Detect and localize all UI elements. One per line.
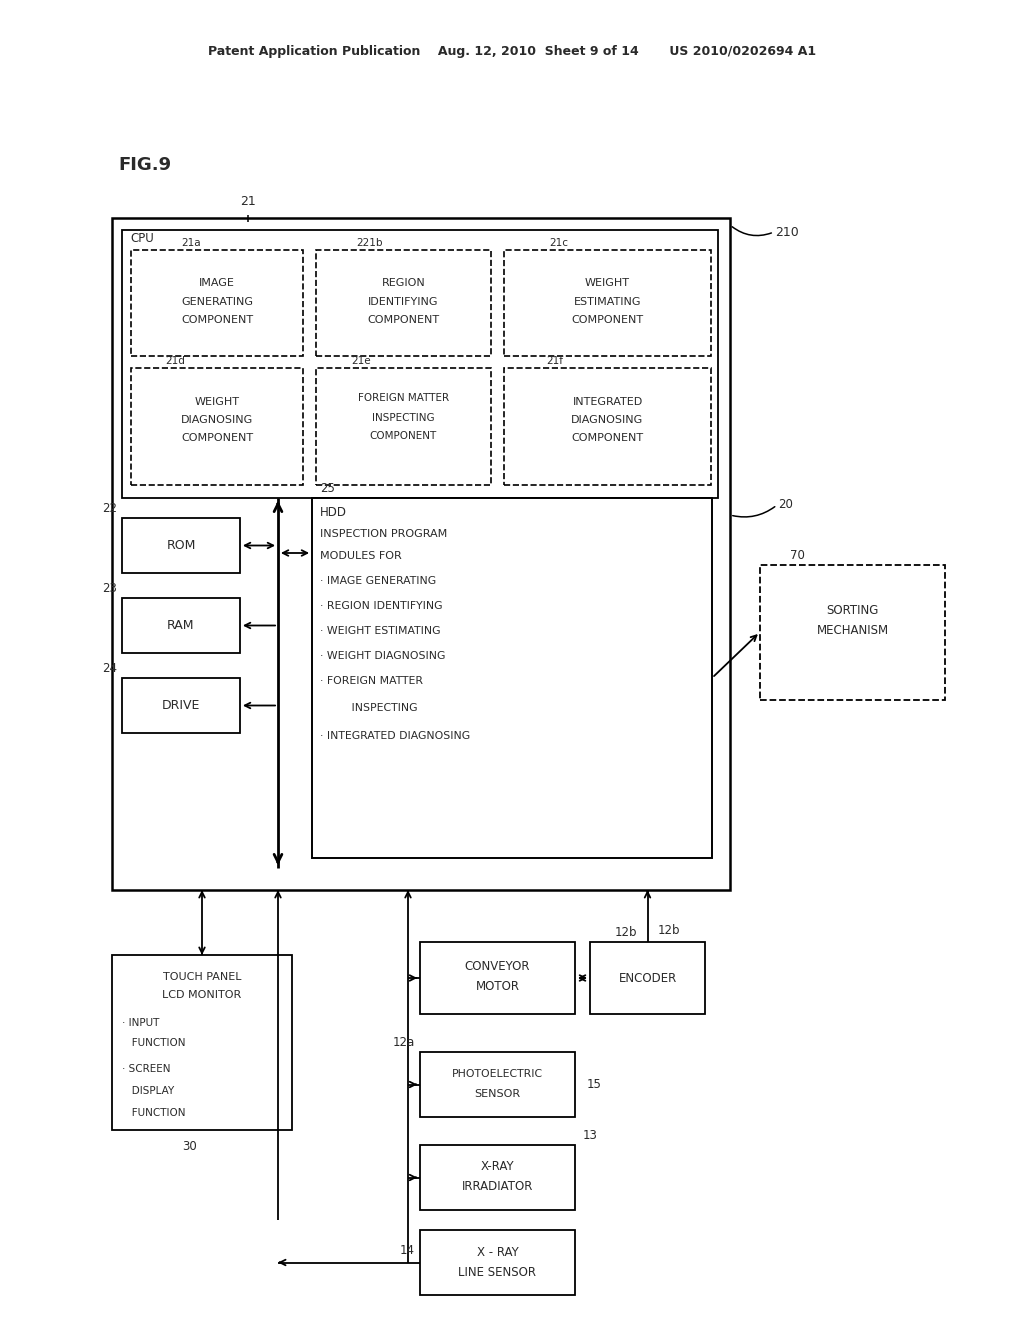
Text: GENERATING: GENERATING — [181, 297, 253, 308]
Bar — [122, 517, 240, 573]
Text: 21: 21 — [240, 195, 256, 209]
Text: 21d: 21d — [165, 356, 185, 366]
Text: COMPONENT: COMPONENT — [571, 315, 643, 325]
Text: WEIGHT: WEIGHT — [195, 397, 240, 407]
Text: · IMAGE GENERATING: · IMAGE GENERATING — [319, 576, 436, 586]
Text: HDD: HDD — [319, 506, 347, 519]
Text: 21e: 21e — [351, 356, 371, 366]
Text: COMPONENT: COMPONENT — [181, 315, 253, 325]
Text: FUNCTION: FUNCTION — [122, 1107, 185, 1118]
Text: REGION: REGION — [382, 279, 425, 288]
Text: · INPUT: · INPUT — [122, 1018, 160, 1028]
Text: INSPECTING: INSPECTING — [319, 704, 418, 713]
Text: IMAGE: IMAGE — [199, 279, 234, 288]
Bar — [122, 230, 718, 498]
Text: 22: 22 — [102, 502, 117, 515]
Text: DRIVE: DRIVE — [162, 700, 200, 711]
Text: PHOTOELECTRIC: PHOTOELECTRIC — [452, 1069, 543, 1078]
Text: · FOREIGN MATTER: · FOREIGN MATTER — [319, 676, 423, 686]
Text: 25: 25 — [319, 482, 335, 495]
Text: LCD MONITOR: LCD MONITOR — [163, 990, 242, 1001]
Text: · WEIGHT ESTIMATING: · WEIGHT ESTIMATING — [319, 626, 440, 636]
Text: WEIGHT: WEIGHT — [585, 279, 630, 288]
Text: 12b: 12b — [657, 924, 680, 937]
Text: 15: 15 — [587, 1078, 602, 1092]
Text: LINE SENSOR: LINE SENSOR — [459, 1266, 537, 1279]
Text: TOUCH PANEL: TOUCH PANEL — [163, 972, 242, 982]
Text: 23: 23 — [102, 582, 117, 595]
Text: DISPLAY: DISPLAY — [122, 1086, 174, 1096]
Text: IDENTIFYING: IDENTIFYING — [369, 297, 438, 308]
Bar — [504, 249, 711, 356]
Text: MODULES FOR: MODULES FOR — [319, 550, 401, 561]
Bar — [316, 249, 490, 356]
Text: Patent Application Publication    Aug. 12, 2010  Sheet 9 of 14       US 2010/020: Patent Application Publication Aug. 12, … — [208, 45, 816, 58]
Text: 20: 20 — [778, 499, 793, 511]
Text: 221b: 221b — [356, 238, 383, 248]
Bar — [420, 1230, 575, 1295]
Text: · SCREEN: · SCREEN — [122, 1064, 171, 1074]
Text: FIG.9: FIG.9 — [118, 156, 171, 174]
Text: 14: 14 — [400, 1243, 415, 1257]
Text: 30: 30 — [182, 1140, 197, 1152]
Text: · WEIGHT DIAGNOSING: · WEIGHT DIAGNOSING — [319, 651, 445, 661]
Text: ENCODER: ENCODER — [618, 972, 677, 985]
Bar — [760, 565, 945, 700]
Text: DIAGNOSING: DIAGNOSING — [181, 414, 253, 425]
Text: 70: 70 — [790, 549, 805, 562]
Bar — [122, 598, 240, 653]
Bar — [312, 498, 712, 858]
Text: ROM: ROM — [166, 539, 196, 552]
Text: INTEGRATED: INTEGRATED — [572, 397, 643, 407]
Text: RAM: RAM — [167, 619, 195, 632]
Text: 13: 13 — [583, 1129, 598, 1142]
Text: DIAGNOSING: DIAGNOSING — [571, 414, 644, 425]
Text: 21c: 21c — [549, 238, 568, 248]
Text: CPU: CPU — [130, 231, 154, 244]
Bar — [131, 249, 303, 356]
Text: CONVEYOR: CONVEYOR — [465, 961, 530, 974]
Bar — [420, 942, 575, 1014]
Text: INSPECTION PROGRAM: INSPECTION PROGRAM — [319, 529, 447, 539]
Text: FUNCTION: FUNCTION — [122, 1038, 185, 1048]
Text: 24: 24 — [102, 663, 117, 675]
Text: 12b: 12b — [615, 927, 638, 939]
Text: ESTIMATING: ESTIMATING — [573, 297, 641, 308]
Text: COMPONENT: COMPONENT — [370, 432, 437, 441]
Text: X-RAY: X-RAY — [480, 1160, 514, 1173]
Text: FOREIGN MATTER: FOREIGN MATTER — [358, 393, 450, 403]
Text: COMPONENT: COMPONENT — [181, 433, 253, 444]
Text: INSPECTING: INSPECTING — [372, 413, 435, 422]
Text: · INTEGRATED DIAGNOSING: · INTEGRATED DIAGNOSING — [319, 731, 470, 741]
Text: COMPONENT: COMPONENT — [368, 315, 439, 325]
Text: X - RAY: X - RAY — [476, 1246, 518, 1258]
Text: 21f: 21f — [546, 356, 563, 366]
Text: SENSOR: SENSOR — [474, 1089, 520, 1100]
Text: · REGION IDENTIFYING: · REGION IDENTIFYING — [319, 601, 442, 611]
Bar — [316, 368, 490, 484]
Bar — [590, 942, 705, 1014]
Text: 210: 210 — [775, 226, 799, 239]
Bar — [112, 954, 292, 1130]
Text: COMPONENT: COMPONENT — [571, 433, 643, 444]
Text: 21a: 21a — [181, 238, 201, 248]
Text: SORTING: SORTING — [826, 603, 879, 616]
Bar — [112, 218, 730, 890]
Bar — [504, 368, 711, 484]
Bar — [420, 1052, 575, 1117]
Bar — [122, 678, 240, 733]
Text: 12a: 12a — [393, 1036, 415, 1049]
Text: MECHANISM: MECHANISM — [816, 623, 889, 636]
Bar — [420, 1144, 575, 1210]
Text: IRRADIATOR: IRRADIATOR — [462, 1180, 534, 1193]
Text: MOTOR: MOTOR — [475, 981, 519, 994]
Bar — [131, 368, 303, 484]
